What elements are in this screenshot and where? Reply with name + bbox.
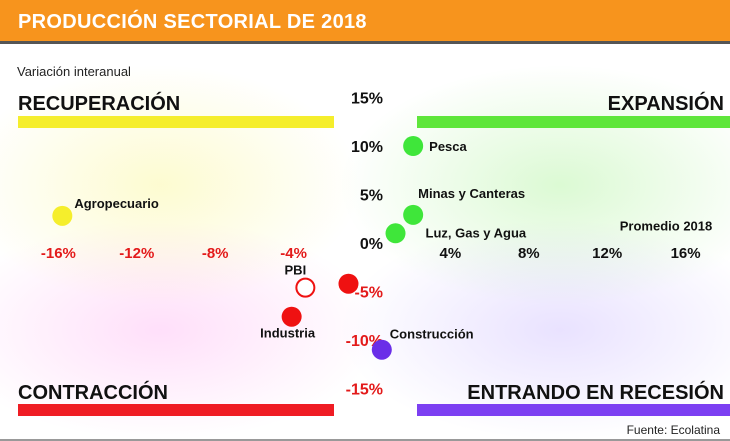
point-label-pesca: Pesca	[429, 139, 467, 154]
quadrant-title-top-right: EXPANSIÓN	[608, 91, 724, 115]
y-tick-label: 5%	[360, 188, 383, 205]
bottom-divider	[0, 439, 730, 441]
point-label-luz-gas-y-agua: Luz, Gas y Agua	[426, 225, 527, 240]
y-tick-label: -15%	[346, 382, 383, 399]
point-label-construcci-n: Construcción	[390, 327, 474, 342]
header-bar: PRODUCCIÓN SECTORIAL DE 2018	[0, 0, 730, 44]
x-tick-label: -8%	[202, 245, 229, 262]
x-tick-label: -4%	[280, 245, 307, 262]
x-tick-label: -12%	[119, 245, 154, 262]
point-label-agropecuario: Agropecuario	[74, 196, 159, 211]
y-tick-label: 15%	[351, 91, 383, 108]
source-note: Fuente: Ecolatina	[626, 423, 720, 437]
quadrant-title-bottom-right: ENTRANDO EN RECESIÓN	[467, 380, 724, 404]
y-tick-label: 0%	[360, 236, 383, 253]
point-label-minas-y-canteras: Minas y Canteras	[418, 186, 525, 201]
quadrant-bar-bottom-right	[417, 404, 730, 416]
point-construcci-n	[371, 339, 392, 360]
quadrant-glow-bottom-left	[0, 220, 380, 440]
point-label-industria: Industria	[260, 326, 316, 341]
quadrant-bar-top-right	[417, 116, 730, 128]
y-tick-label: -5%	[355, 285, 383, 302]
point-pbi	[295, 277, 316, 298]
y-tick-label: 10%	[351, 139, 383, 156]
x-tick-label: 12%	[592, 245, 622, 262]
point-industria	[281, 306, 302, 327]
point-minas-y-canteras	[403, 204, 424, 225]
x-tick-label: 4%	[440, 245, 462, 262]
annotation-label: Promedio 2018	[620, 218, 713, 233]
point-label-pbi: PBI	[285, 263, 307, 278]
x-tick-label: 8%	[518, 245, 540, 262]
quadrant-title-top-left: RECUPERACIÓN	[18, 91, 180, 115]
quadrant-glow-bottom-right	[340, 220, 730, 440]
x-tick-label: -16%	[41, 245, 76, 262]
point-luz-gas-y-agua	[385, 223, 406, 244]
quadrant-bar-bottom-left	[18, 404, 334, 416]
x-tick-label: 16%	[671, 245, 701, 262]
point-pesca	[403, 136, 424, 156]
point-agropecuario	[52, 205, 73, 226]
page-title: PRODUCCIÓN SECTORIAL DE 2018	[18, 11, 367, 33]
quadrant-title-bottom-left: CONTRACCIÓN	[18, 380, 168, 404]
point-sector	[338, 273, 359, 294]
quadrant-bar-top-left	[18, 116, 334, 128]
